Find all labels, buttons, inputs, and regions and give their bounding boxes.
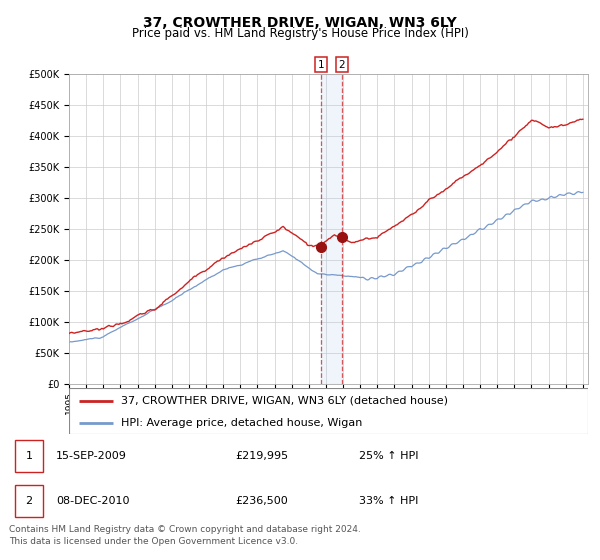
Text: 2: 2: [25, 496, 32, 506]
Text: 2: 2: [338, 60, 345, 70]
Text: Price paid vs. HM Land Registry's House Price Index (HPI): Price paid vs. HM Land Registry's House …: [131, 27, 469, 40]
Text: £219,995: £219,995: [235, 451, 289, 461]
FancyBboxPatch shape: [69, 388, 588, 434]
FancyBboxPatch shape: [15, 440, 43, 472]
Text: 37, CROWTHER DRIVE, WIGAN, WN3 6LY (detached house): 37, CROWTHER DRIVE, WIGAN, WN3 6LY (deta…: [121, 396, 448, 406]
Text: 25% ↑ HPI: 25% ↑ HPI: [359, 451, 418, 461]
Text: £236,500: £236,500: [235, 496, 288, 506]
Text: HPI: Average price, detached house, Wigan: HPI: Average price, detached house, Wiga…: [121, 418, 362, 427]
Text: 33% ↑ HPI: 33% ↑ HPI: [359, 496, 418, 506]
Text: 1: 1: [317, 60, 324, 70]
Text: 37, CROWTHER DRIVE, WIGAN, WN3 6LY: 37, CROWTHER DRIVE, WIGAN, WN3 6LY: [143, 16, 457, 30]
Text: 08-DEC-2010: 08-DEC-2010: [56, 496, 130, 506]
Text: Contains HM Land Registry data © Crown copyright and database right 2024.
This d: Contains HM Land Registry data © Crown c…: [9, 525, 361, 546]
Text: 1: 1: [25, 451, 32, 461]
FancyBboxPatch shape: [15, 485, 43, 517]
Text: 15-SEP-2009: 15-SEP-2009: [56, 451, 127, 461]
Bar: [321, 74, 342, 384]
